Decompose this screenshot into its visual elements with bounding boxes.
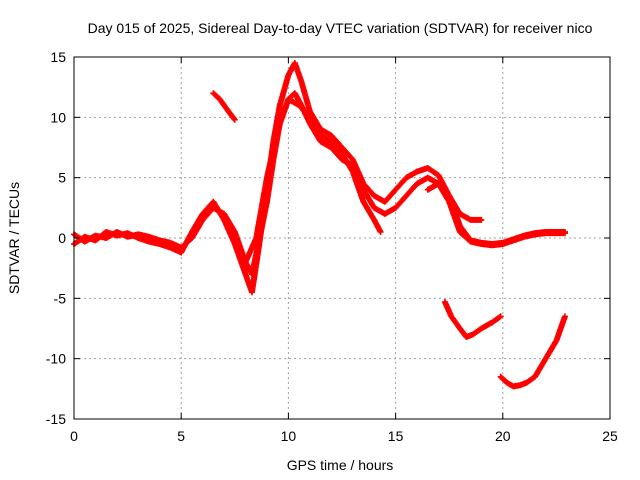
data-point bbox=[377, 228, 384, 235]
series-trace-3 bbox=[242, 96, 384, 266]
data-points bbox=[71, 60, 568, 390]
chart-title: Day 015 of 2025, Sidereal Day-to-day VTE… bbox=[88, 20, 593, 36]
x-tick-label: 5 bbox=[177, 428, 185, 444]
axis-ticks: 0 5 10 15 20 25 -15 -10 -5 0 5 10 15 bbox=[46, 49, 618, 444]
series-trace-5 bbox=[210, 90, 238, 123]
x-tick-label: 10 bbox=[281, 428, 297, 444]
data-point bbox=[497, 313, 504, 320]
series-trace-4 bbox=[424, 180, 485, 223]
y-tick-label: -5 bbox=[54, 290, 67, 306]
y-tick-label: 5 bbox=[58, 170, 66, 186]
x-tick-label: 25 bbox=[602, 428, 618, 444]
series-trace-2 bbox=[71, 90, 568, 278]
y-tick-label: 15 bbox=[50, 49, 66, 65]
data-point bbox=[561, 230, 568, 237]
series-trace-7 bbox=[497, 313, 568, 390]
y-tick-label: -15 bbox=[46, 411, 66, 427]
x-tick-label: 15 bbox=[388, 428, 404, 444]
data-point bbox=[478, 216, 485, 223]
data-point bbox=[231, 116, 238, 123]
data-point bbox=[561, 313, 568, 320]
y-tick-label: 10 bbox=[50, 109, 66, 125]
x-tick-label: 20 bbox=[495, 428, 511, 444]
x-axis-label: GPS time / hours bbox=[287, 457, 394, 473]
data-point bbox=[230, 115, 237, 122]
y-axis-label: SDTVAR / TECUs bbox=[6, 182, 22, 294]
y-tick-label: 0 bbox=[58, 230, 66, 246]
x-tick-label: 0 bbox=[70, 428, 78, 444]
y-tick-label: -10 bbox=[46, 351, 66, 367]
series-trace-6 bbox=[441, 298, 504, 340]
